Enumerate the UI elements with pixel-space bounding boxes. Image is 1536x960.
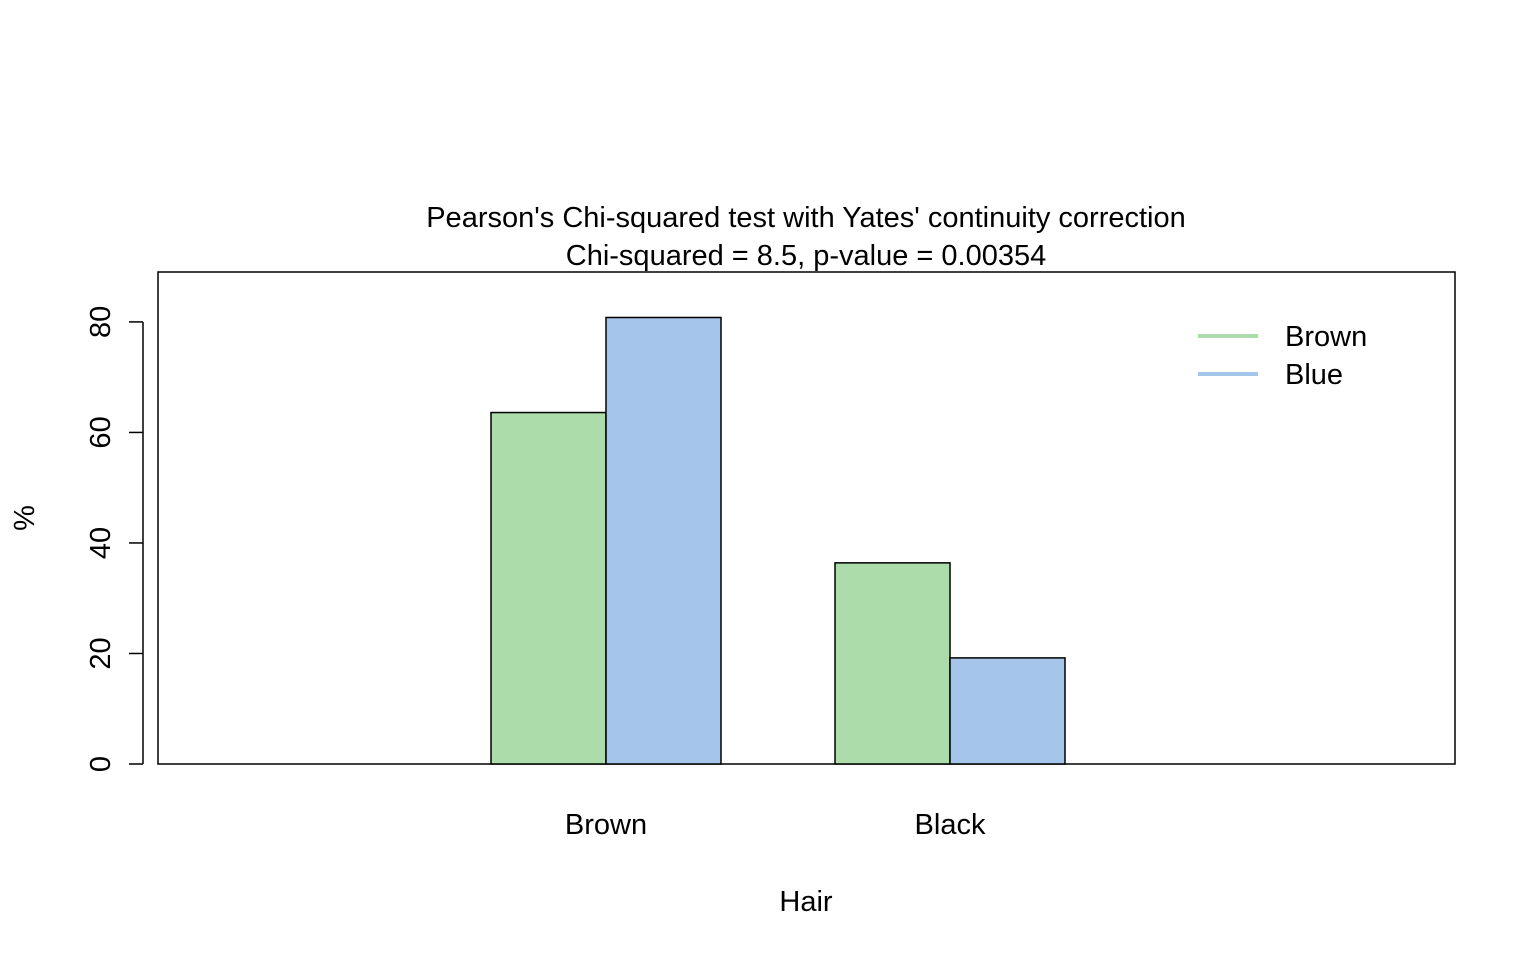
legend: Brown Blue (1198, 321, 1367, 391)
bar-black-blue (949, 657, 1066, 765)
plot-frame (157, 271, 1456, 765)
y-tick-label-0: 0 (85, 756, 117, 772)
x-tick-label-black: Black (915, 809, 986, 841)
y-tick-label-20: 20 (85, 637, 117, 669)
chart-subtitle: Chi-squared = 8.5, p-value = 0.00354 (566, 240, 1046, 272)
legend-label-brown: Brown (1285, 321, 1367, 353)
bar-black-brown (834, 562, 951, 765)
chart-title: Pearson's Chi-squared test with Yates' c… (426, 202, 1186, 234)
y-axis: 0 20 40 60 80 (85, 306, 144, 772)
bar-brown-blue (605, 316, 722, 765)
y-axis-label: % (9, 505, 41, 531)
y-tick-label-40: 40 (85, 527, 117, 559)
legend-label-blue: Blue (1285, 359, 1343, 391)
y-tick-label-60: 60 (85, 416, 117, 448)
x-axis-label: Hair (779, 886, 833, 918)
y-tick-label-80: 80 (85, 306, 117, 338)
x-axis-labels: Brown Black (565, 809, 986, 841)
bar-brown-brown (490, 411, 607, 765)
x-tick-label-brown: Brown (565, 809, 647, 841)
bars-group (490, 316, 1066, 765)
